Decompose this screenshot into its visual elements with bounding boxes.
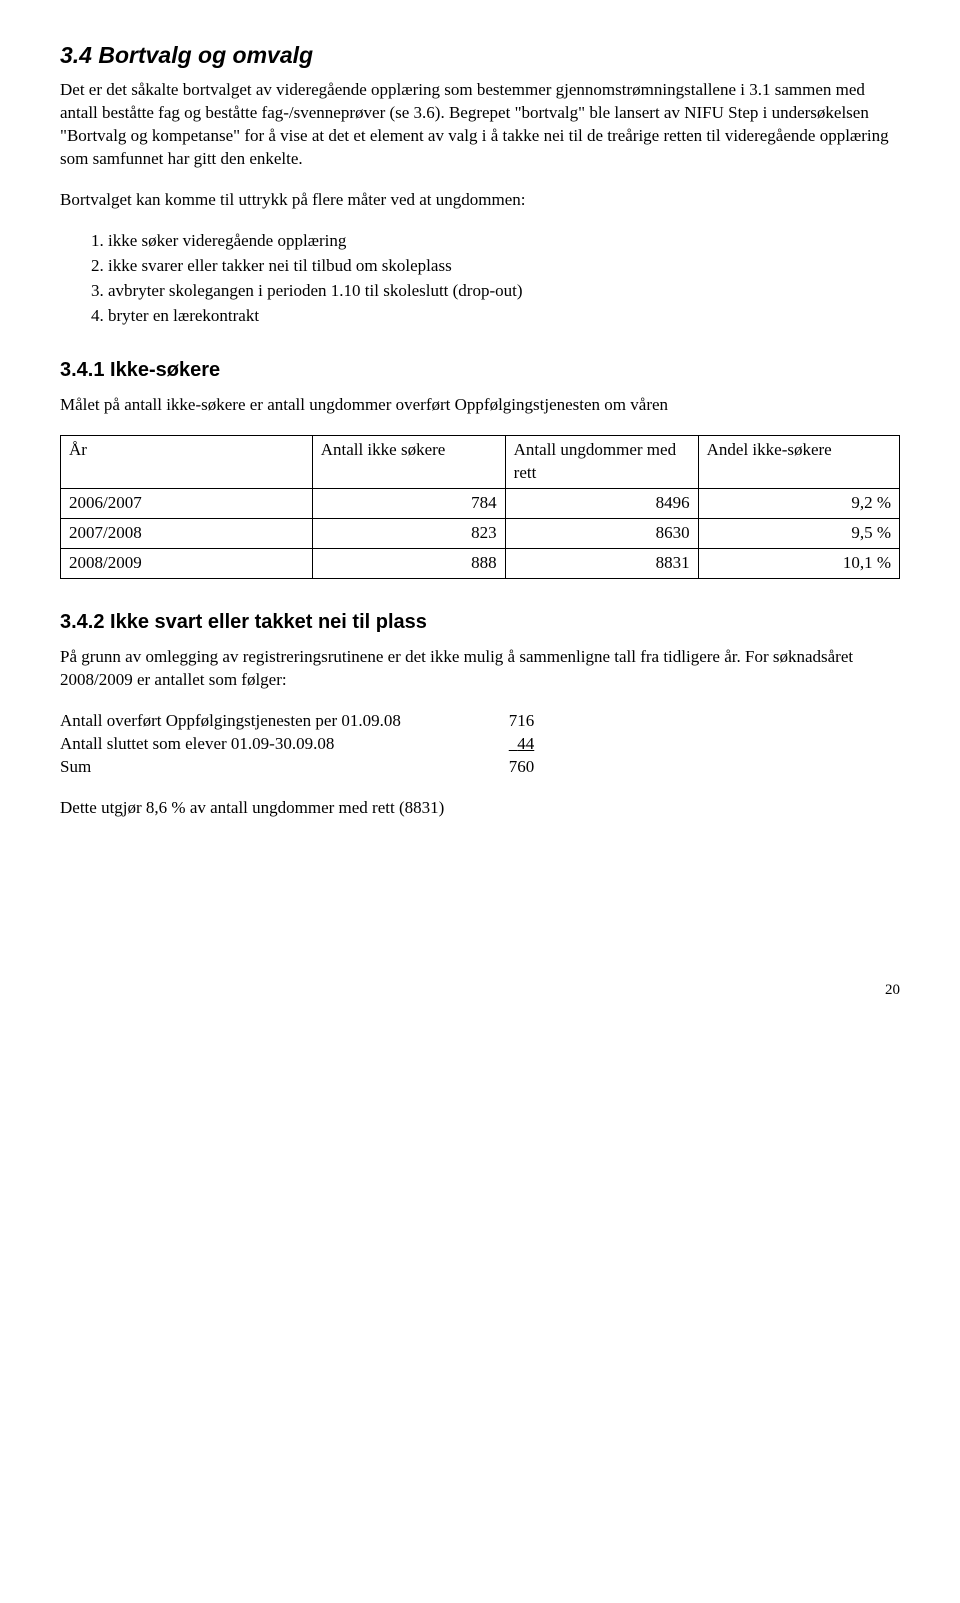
list-item: ikke svarer eller takker nei til tilbud … — [108, 255, 900, 278]
cell-year: 2008/2009 — [61, 549, 313, 579]
bortvalg-list: ikke søker videregående opplæring ikke s… — [60, 230, 900, 328]
cell-value: 888 — [312, 549, 505, 579]
section-3-4-2-para-1: På grunn av omlegging av registreringsru… — [60, 646, 900, 692]
section-3-4-1-heading: 3.4.1 Ikke-søkere — [60, 357, 900, 384]
list-item: ikke søker videregående opplæring — [108, 230, 900, 253]
line-label: Sum — [60, 756, 490, 779]
cell-value: 8831 — [505, 549, 698, 579]
ikke-sokere-table: År Antall ikke søkere Antall ungdommer m… — [60, 435, 900, 579]
col-andel: Andel ikke-søkere — [698, 436, 899, 489]
table-header-row: År Antall ikke søkere Antall ungdommer m… — [61, 436, 900, 489]
cell-year: 2006/2007 — [61, 489, 313, 519]
line-label: Antall overført Oppfølgingstjenesten per… — [60, 710, 490, 733]
col-antall-ungdommer: Antall ungdommer med rett — [505, 436, 698, 489]
cell-value: 8630 — [505, 519, 698, 549]
section-3-4-2-para-2: Dette utgjør 8,6 % av antall ungdommer m… — [60, 797, 900, 820]
list-item: avbryter skolegangen i perioden 1.10 til… — [108, 280, 900, 303]
cell-year: 2007/2008 — [61, 519, 313, 549]
line-label: Antall sluttet som elever 01.09-30.09.08 — [60, 733, 490, 756]
section-3-4-2-heading: 3.4.2 Ikke svart eller takket nei til pl… — [60, 609, 900, 636]
col-year: År — [61, 436, 313, 489]
table-row: 2007/2008 823 8630 9,5 % — [61, 519, 900, 549]
line-value: 760 — [494, 756, 534, 779]
col-antall-ikke-sokere: Antall ikke søkere — [312, 436, 505, 489]
list-item: bryter en lærekontrakt — [108, 305, 900, 328]
section-3-4-para-1: Det er det såkalte bortvalget av videreg… — [60, 79, 900, 171]
cell-value: 9,5 % — [698, 519, 899, 549]
section-3-4-1-para: Målet på antall ikke-søkere er antall un… — [60, 394, 900, 417]
line-value: 716 — [494, 710, 534, 733]
page-number: 20 — [60, 980, 900, 1000]
cell-value: 8496 — [505, 489, 698, 519]
section-3-4-para-2: Bortvalget kan komme til uttrykk på fler… — [60, 189, 900, 212]
cell-value: 823 — [312, 519, 505, 549]
table-row: 2008/2009 888 8831 10,1 % — [61, 549, 900, 579]
cell-value: 10,1 % — [698, 549, 899, 579]
section-3-4-heading: 3.4 Bortvalg og omvalg — [60, 40, 900, 71]
cell-value: 9,2 % — [698, 489, 899, 519]
line-value: 44 — [494, 733, 534, 756]
tabular-lines: Antall overført Oppfølgingstjenesten per… — [60, 710, 900, 779]
table-row: 2006/2007 784 8496 9,2 % — [61, 489, 900, 519]
cell-value: 784 — [312, 489, 505, 519]
